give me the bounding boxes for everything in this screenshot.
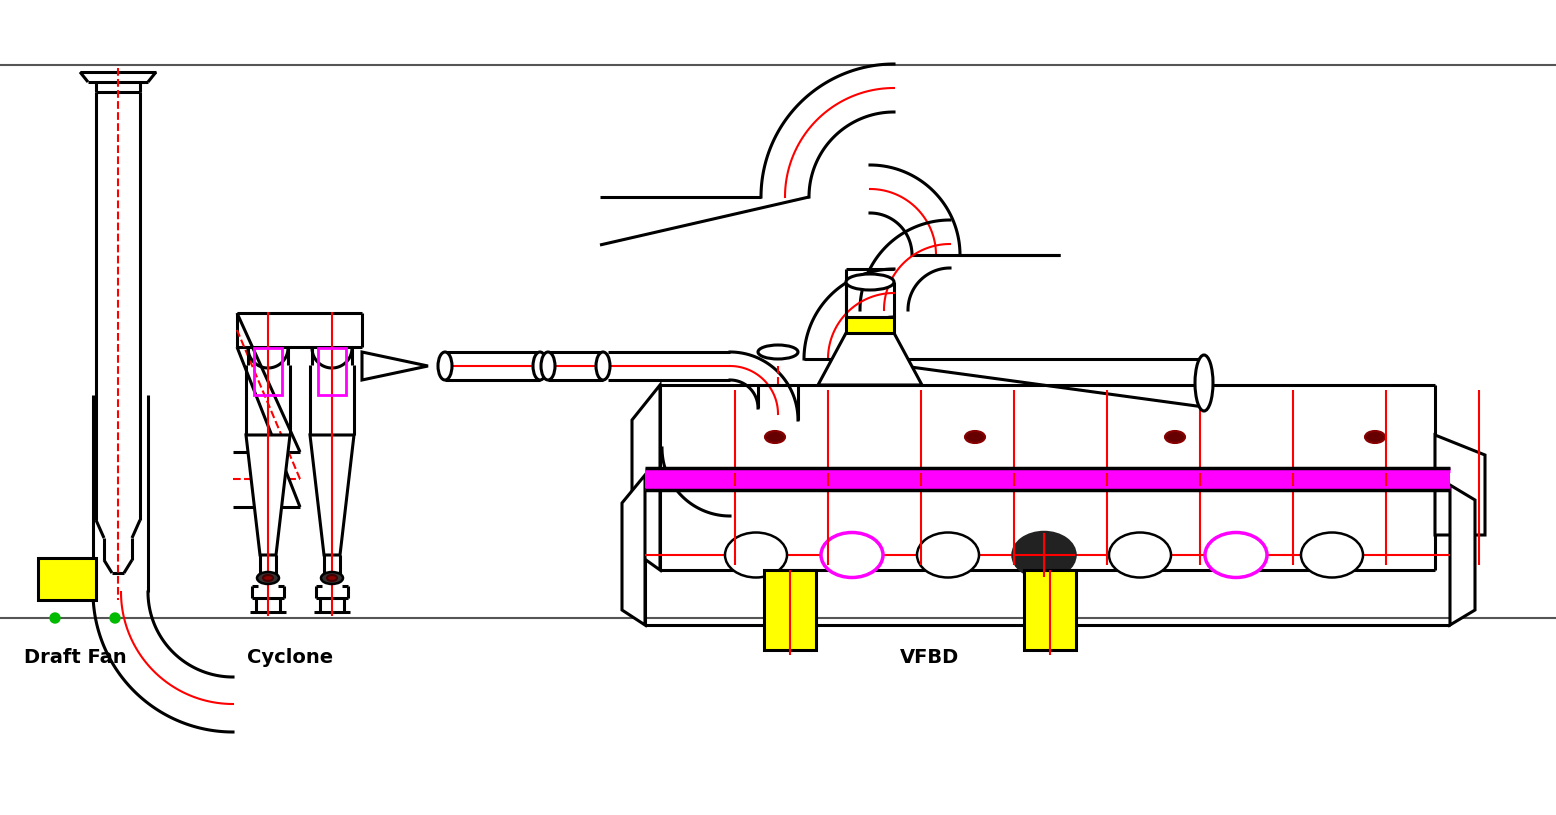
Polygon shape: [632, 385, 660, 570]
Bar: [846, 317, 895, 333]
Text: VFBD: VFBD: [901, 648, 960, 667]
Polygon shape: [1435, 435, 1484, 535]
Ellipse shape: [846, 274, 895, 290]
Bar: [646, 470, 1450, 488]
Ellipse shape: [1109, 532, 1172, 578]
Ellipse shape: [758, 345, 798, 359]
Text: Draft Fan: Draft Fan: [23, 648, 126, 667]
Ellipse shape: [263, 575, 272, 581]
Polygon shape: [363, 352, 428, 380]
Ellipse shape: [1165, 431, 1186, 443]
Ellipse shape: [1195, 355, 1214, 411]
Text: Cyclone: Cyclone: [247, 648, 333, 667]
Ellipse shape: [327, 575, 338, 581]
Ellipse shape: [916, 532, 979, 578]
Ellipse shape: [725, 532, 787, 578]
Ellipse shape: [1301, 532, 1363, 578]
Polygon shape: [622, 475, 646, 625]
Bar: [37, 558, 96, 600]
Ellipse shape: [596, 352, 610, 380]
Ellipse shape: [541, 352, 555, 380]
Ellipse shape: [1204, 532, 1267, 578]
Ellipse shape: [534, 352, 548, 380]
Circle shape: [50, 613, 61, 623]
Ellipse shape: [257, 572, 279, 584]
Polygon shape: [818, 333, 923, 385]
Polygon shape: [310, 435, 355, 555]
Ellipse shape: [437, 352, 451, 380]
Bar: [764, 570, 815, 650]
Ellipse shape: [766, 431, 784, 443]
Polygon shape: [246, 435, 289, 555]
Ellipse shape: [1013, 532, 1075, 578]
Ellipse shape: [321, 572, 342, 584]
Polygon shape: [1450, 485, 1475, 625]
Ellipse shape: [1365, 431, 1385, 443]
Circle shape: [110, 613, 120, 623]
Ellipse shape: [965, 431, 985, 443]
Ellipse shape: [822, 532, 882, 578]
Bar: [1024, 570, 1077, 650]
